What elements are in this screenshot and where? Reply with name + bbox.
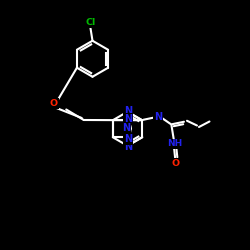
Text: N: N (122, 123, 130, 133)
Text: NH: NH (168, 139, 183, 148)
Text: O: O (172, 159, 180, 168)
Text: N: N (124, 114, 132, 124)
Text: N: N (124, 142, 132, 152)
Text: Cl: Cl (86, 18, 96, 27)
Text: O: O (50, 99, 58, 108)
Text: N: N (124, 106, 132, 116)
Text: N: N (154, 112, 162, 122)
Text: N: N (124, 134, 132, 144)
